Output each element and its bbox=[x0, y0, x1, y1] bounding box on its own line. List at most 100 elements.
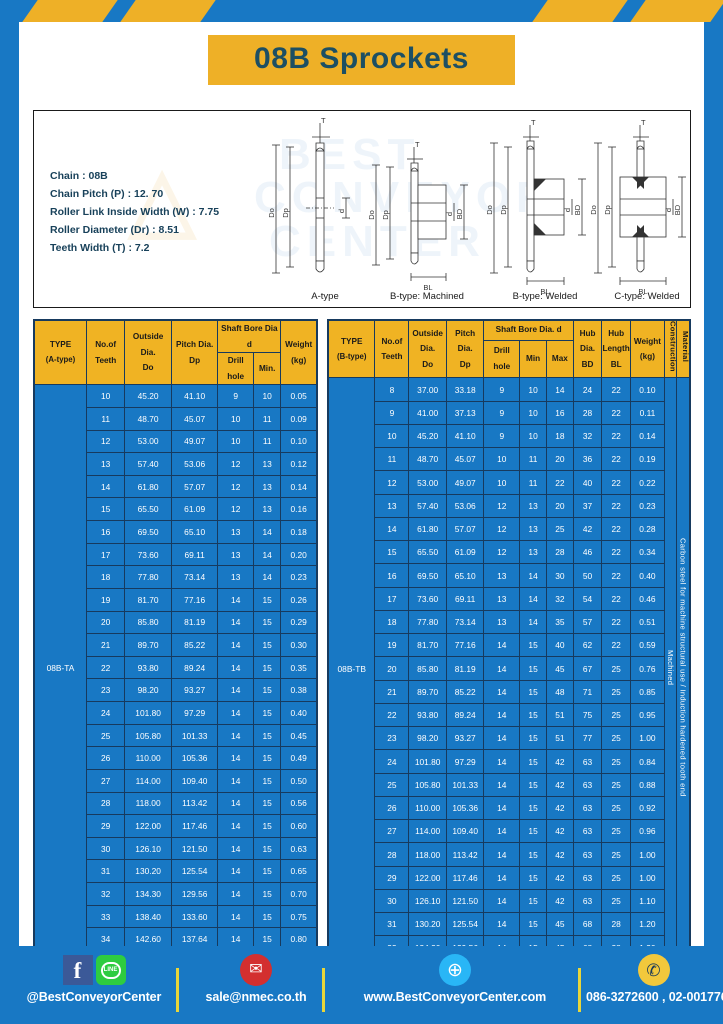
table-row[interactable]: 14 61.80 57.07 12 13 25 42 22 0.28 bbox=[329, 516, 690, 542]
table-row[interactable]: 10 45.20 41.10 9 10 18 32 22 0.14 bbox=[329, 423, 690, 449]
cell-weight: 0.50 bbox=[280, 768, 317, 793]
table-row[interactable]: 29 122.00 117.46 14 15 42 63 25 1.00 bbox=[329, 865, 690, 890]
table-row[interactable]: 30 126.10 121.50 14 15 42 63 25 1.10 bbox=[329, 888, 690, 914]
mail-icon[interactable]: ✉ bbox=[240, 954, 272, 986]
header-shaft-bore-group: Shaft Bore Dia d bbox=[217, 319, 282, 354]
header-type-line2: (A-type) bbox=[45, 355, 76, 365]
cell-drill: 10 bbox=[217, 429, 254, 454]
footer-phone[interactable]: ✆ 086-3272600 , 02-0017766 bbox=[586, 950, 723, 1020]
table-row[interactable]: 31 130.20 125.54 14 15 45 68 28 1.20 bbox=[329, 912, 690, 937]
table-row[interactable]: 20 85.80 81.19 14 15 45 67 25 0.76 bbox=[329, 656, 690, 681]
table-row[interactable]: 08B-TA 10 45.20 41.10 9 10 0.05 bbox=[33, 384, 317, 951]
table-row[interactable]: 11 48.70 45.07 10 11 0.09 bbox=[35, 406, 317, 431]
cell-dp: 65.10 bbox=[445, 563, 485, 588]
svg-text:Do: Do bbox=[485, 205, 494, 215]
table-row[interactable]: 24 101.80 97.29 14 15 42 63 25 0.84 bbox=[329, 749, 690, 774]
drawing-c-type-welded: T Do bbox=[589, 118, 686, 296]
table-row[interactable]: 23 98.20 93.27 14 15 51 77 25 1.00 bbox=[329, 726, 690, 751]
table-a-type[interactable]: TYPE (A-type) No.of Teeth Outside Dia. D… bbox=[33, 319, 318, 952]
table-row[interactable]: 25 105.80 101.33 14 15 42 63 25 0.88 bbox=[329, 772, 690, 797]
footer-social[interactable]: f LINE @BestConveyorCenter bbox=[4, 950, 184, 1020]
footer-divider bbox=[578, 968, 581, 1012]
cell-dp: 125.54 bbox=[445, 912, 485, 937]
table-row[interactable]: 31 130.20 125.54 14 15 0.65 bbox=[35, 859, 317, 884]
phone-icon[interactable]: ✆ bbox=[637, 954, 670, 986]
svg-text:BL: BL bbox=[423, 283, 432, 292]
table-row[interactable]: 13 57.40 53.06 12 13 20 37 22 0.23 bbox=[329, 493, 690, 518]
table-row[interactable]: 27 114.00 109.40 14 15 42 63 25 0.96 bbox=[329, 819, 690, 844]
header-drill-hole: Drill hole bbox=[483, 339, 521, 379]
header-type: TYPE (B-type) bbox=[327, 319, 376, 379]
footer-email[interactable]: ✉ sale@nmec.co.th bbox=[186, 950, 326, 1020]
table-row[interactable]: 22 93.80 89.24 14 15 51 75 25 0.95 bbox=[329, 702, 690, 728]
table-row[interactable]: 24 101.80 97.29 14 15 0.40 bbox=[35, 701, 317, 725]
table-row[interactable]: 21 89.70 85.22 14 15 0.30 bbox=[35, 633, 317, 657]
table-row[interactable]: 22 93.80 89.24 14 15 0.35 bbox=[35, 655, 317, 680]
cell-do: 69.50 bbox=[408, 563, 447, 588]
cell-teeth: 29 bbox=[374, 865, 410, 890]
cell-max: 42 bbox=[545, 772, 574, 797]
table-row[interactable]: 26 110.00 105.36 14 15 42 63 25 0.92 bbox=[329, 795, 690, 821]
table-row[interactable]: 17 73.60 69.11 13 14 0.20 bbox=[35, 542, 317, 567]
table-row[interactable]: 18 77.80 73.14 13 14 0.23 bbox=[35, 565, 317, 589]
cell-bd: 63 bbox=[572, 842, 603, 867]
svg-text:BL: BL bbox=[638, 287, 647, 296]
cell-min: 15 bbox=[252, 791, 282, 816]
table-row[interactable]: 9 41.00 37.13 9 10 16 28 22 0.11 bbox=[329, 400, 690, 425]
table-row[interactable]: 12 53.00 49.07 10 11 22 40 22 0.22 bbox=[329, 470, 690, 495]
line-icon[interactable]: LINE bbox=[95, 955, 126, 985]
cell-bl: 22 bbox=[601, 423, 631, 449]
cell-weight: 0.38 bbox=[280, 678, 317, 703]
table-row[interactable]: 15 65.50 61.09 12 13 28 46 22 0.34 bbox=[329, 540, 690, 565]
cell-dp: 97.29 bbox=[445, 749, 485, 774]
cell-bd: 50 bbox=[572, 563, 603, 588]
table-row[interactable]: 32 134.30 129.56 14 15 0.70 bbox=[35, 882, 317, 906]
table-row[interactable]: 11 48.70 45.07 10 11 20 36 22 0.19 bbox=[329, 447, 690, 472]
table-row[interactable]: 13 57.40 53.06 12 13 0.12 bbox=[35, 452, 317, 476]
table-row[interactable]: 28 118.00 113.42 14 15 42 63 25 1.00 bbox=[329, 842, 690, 867]
table-row[interactable]: 18 77.80 73.14 13 14 35 57 22 0.51 bbox=[329, 609, 690, 635]
table-row[interactable]: 29 122.00 117.46 14 15 0.60 bbox=[35, 814, 317, 838]
cell-teeth: 32 bbox=[86, 882, 126, 906]
table-row[interactable]: 23 98.20 93.27 14 15 0.38 bbox=[35, 678, 317, 703]
cell-do: 81.70 bbox=[408, 633, 447, 658]
cell-bl: 22 bbox=[601, 563, 631, 588]
cell-do: 98.20 bbox=[408, 726, 447, 751]
table-row[interactable]: 17 73.60 69.11 13 14 32 54 22 0.46 bbox=[329, 586, 690, 611]
table-row[interactable]: 27 114.00 109.40 14 15 0.50 bbox=[35, 768, 317, 793]
table-row[interactable]: 33 138.40 133.60 14 15 0.75 bbox=[35, 904, 317, 929]
table-row[interactable]: 15 65.50 61.09 12 13 0.16 bbox=[35, 497, 317, 522]
table-row[interactable]: 21 89.70 85.22 14 15 48 71 25 0.85 bbox=[329, 679, 690, 704]
cell-min: 14 bbox=[519, 586, 547, 611]
table-row[interactable]: 14 61.80 57.07 12 13 0.14 bbox=[35, 474, 317, 499]
header-od-line3: Do bbox=[422, 360, 434, 369]
cell-dp: 49.07 bbox=[170, 429, 219, 454]
table-row[interactable]: 30 126.10 121.50 14 15 0.63 bbox=[35, 836, 317, 861]
table-row[interactable]: 20 85.80 81.19 14 15 0.29 bbox=[35, 610, 317, 635]
table-row[interactable]: 19 81.70 77.16 14 15 40 62 22 0.59 bbox=[329, 633, 690, 658]
table-row[interactable]: 26 110.00 105.36 14 15 0.49 bbox=[35, 746, 317, 770]
globe-icon[interactable]: ⊕ bbox=[439, 954, 471, 986]
cell-min: 15 bbox=[252, 904, 282, 929]
cell-weight: 0.40 bbox=[280, 701, 317, 725]
table-row[interactable]: 19 81.70 77.16 14 15 0.26 bbox=[35, 587, 317, 612]
svg-text:d: d bbox=[445, 212, 454, 216]
cell-max: 30 bbox=[545, 563, 574, 588]
cell-bl: 25 bbox=[601, 795, 631, 821]
table-row[interactable]: 34 142.60 137.64 14 15 0.80 bbox=[35, 927, 317, 951]
cell-min: 15 bbox=[519, 842, 547, 867]
table-row[interactable]: 16 69.50 65.10 13 14 30 50 22 0.40 bbox=[329, 563, 690, 588]
header-hubl-line1: Hub bbox=[608, 328, 625, 338]
cell-bd: 63 bbox=[572, 749, 603, 774]
drawing-b-type-machined: T Do Dp bbox=[367, 140, 468, 292]
table-row[interactable]: 08B-TB 8 37.00 33.18 9 10 14 24 22 0.10 … bbox=[327, 377, 690, 960]
cell-min: 10 bbox=[252, 384, 282, 408]
footer-website[interactable]: ⊕ www.BestConveyorCenter.com bbox=[330, 950, 580, 1020]
facebook-icon[interactable]: f bbox=[62, 955, 93, 985]
table-row[interactable]: 12 53.00 49.07 10 11 0.10 bbox=[35, 429, 317, 454]
cell-weight: 1.00 bbox=[629, 726, 665, 751]
cell-drill: 13 bbox=[483, 563, 521, 588]
table-b-type[interactable]: TYPE (B-type) No.of Teeth Outside Dia. D… bbox=[327, 319, 691, 960]
cell-weight: 0.59 bbox=[629, 633, 665, 658]
cell-dp: 113.42 bbox=[445, 842, 485, 867]
